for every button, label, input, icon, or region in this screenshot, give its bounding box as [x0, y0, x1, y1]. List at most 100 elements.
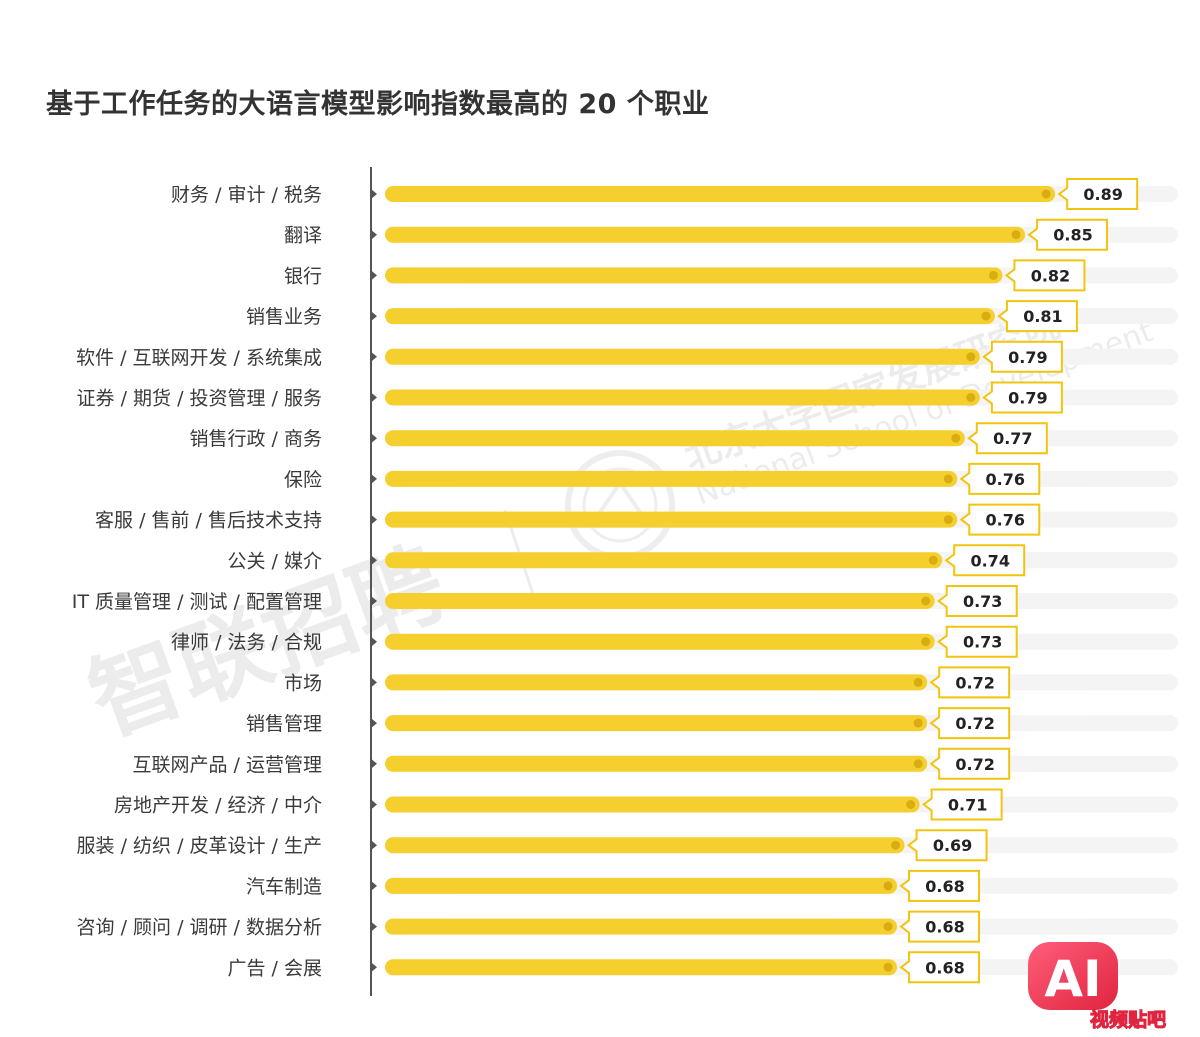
category-label: 咨询 / 顾问 / 调研 / 数据分析 — [77, 917, 322, 939]
value-label: 0.85 — [1053, 226, 1092, 245]
ai-video-badge: AI 视频贴吧 — [1028, 942, 1167, 1032]
bar-end-dot — [906, 800, 916, 809]
bar-end-dot — [883, 922, 893, 932]
badge-small-text: 视频贴吧 — [1090, 1008, 1166, 1031]
value-label-box — [959, 503, 1041, 536]
category-label: 销售行政 / 商务 — [190, 428, 322, 450]
category-label: 销售管理 — [246, 713, 322, 735]
chart-title: 基于工作任务的大语言模型影响指数最高的 20 个职业 — [46, 89, 710, 120]
value-label: 0.73 — [963, 592, 1002, 611]
bar-end-dot — [966, 352, 976, 362]
axis-tick — [371, 351, 377, 362]
value-label-box — [906, 829, 988, 862]
category-label: 律师 / 法务 / 合规 — [171, 632, 322, 654]
axis-tick — [371, 636, 377, 647]
value-label-box — [1004, 259, 1086, 292]
value-label: 0.72 — [955, 673, 994, 692]
category-label: IT 质量管理 / 测试 / 配置管理 — [72, 591, 322, 613]
category-label: 银行 — [284, 265, 322, 287]
axis-tick — [371, 270, 377, 281]
bar-end-dot — [928, 555, 938, 565]
value-label-box — [921, 788, 1003, 821]
bar — [385, 430, 965, 447]
value-label-box — [899, 951, 981, 984]
value-label-box — [929, 666, 1011, 699]
value-label-box — [1057, 178, 1139, 210]
value-label-box — [1027, 218, 1109, 251]
bar-end-dot — [981, 311, 991, 321]
bar — [385, 389, 980, 406]
value-label-box — [937, 625, 1018, 658]
bar-end-dot — [951, 433, 961, 443]
value-label: 0.68 — [925, 918, 964, 937]
category-label: 汽车制造 — [246, 876, 322, 898]
axis-tick — [371, 880, 377, 891]
category-label: 翻译 — [284, 225, 322, 247]
bar — [385, 918, 898, 935]
axis-tick — [371, 433, 377, 444]
category-label: 保险 — [284, 469, 322, 491]
axis-tick — [371, 758, 377, 769]
value-label: 0.77 — [993, 429, 1032, 448]
value-label: 0.79 — [1008, 348, 1047, 367]
bar-end-dot — [966, 393, 976, 402]
value-label: 0.71 — [948, 796, 987, 815]
category-label: 证券 / 期货 / 投资管理 / 服务 — [77, 388, 322, 410]
bar — [385, 226, 1026, 243]
bar — [385, 552, 943, 569]
bar-end-dot — [891, 840, 901, 850]
axis-tick — [371, 718, 377, 729]
bar — [385, 674, 928, 691]
axis-tick — [371, 799, 377, 810]
value-label: 0.82 — [1031, 266, 1070, 285]
bar — [385, 755, 928, 772]
axis-tick — [371, 392, 377, 403]
axis-tick — [371, 840, 377, 851]
value-label: 0.72 — [955, 755, 994, 774]
value-label: 0.81 — [1023, 307, 1062, 326]
bar-end-dot — [988, 270, 998, 280]
value-label-box — [967, 422, 1048, 455]
value-label-box — [982, 340, 1063, 373]
value-label-box — [899, 869, 981, 902]
value-label: 0.68 — [925, 958, 964, 977]
axis-tick — [371, 555, 377, 566]
axis-tick — [371, 189, 377, 199]
axis-tick — [371, 229, 377, 240]
category-label: 市场 — [284, 672, 322, 694]
bar — [385, 633, 935, 650]
bar-end-dot — [883, 962, 893, 972]
category-label: 服装 / 纺织 / 皮革设计 / 生产 — [77, 835, 322, 857]
bar — [385, 877, 898, 894]
bar-end-dot — [913, 718, 923, 728]
category-label: 销售业务 — [246, 306, 322, 328]
axis-tick — [371, 514, 377, 525]
value-label-box — [997, 300, 1078, 333]
axis-tick — [371, 677, 377, 688]
bar-end-dot — [913, 759, 923, 769]
value-label: 0.74 — [970, 551, 1009, 570]
bar — [385, 267, 1003, 284]
value-label: 0.79 — [1008, 389, 1047, 408]
value-label: 0.73 — [963, 633, 1002, 652]
bar — [385, 837, 905, 854]
category-label: 公关 / 媒介 — [228, 550, 322, 572]
bar — [385, 511, 958, 528]
value-label: 0.72 — [955, 714, 994, 733]
bar — [385, 715, 928, 732]
bar-end-dot — [1011, 230, 1021, 240]
bar-end-dot — [943, 515, 953, 525]
bar-end-dot — [913, 677, 923, 687]
bar — [385, 186, 1056, 202]
bar — [385, 796, 920, 813]
bar — [385, 308, 995, 325]
value-label-box — [929, 707, 1011, 740]
badge-big-text: AI — [1044, 950, 1101, 1008]
bar-end-dot — [921, 596, 931, 606]
axis-tick — [371, 596, 377, 606]
bar-end-dot — [921, 637, 931, 647]
axis-tick — [371, 473, 377, 484]
category-label: 房地产开发 / 经济 / 中介 — [114, 795, 322, 817]
value-label: 0.89 — [1083, 185, 1122, 204]
category-label: 广告 / 会展 — [228, 957, 322, 979]
